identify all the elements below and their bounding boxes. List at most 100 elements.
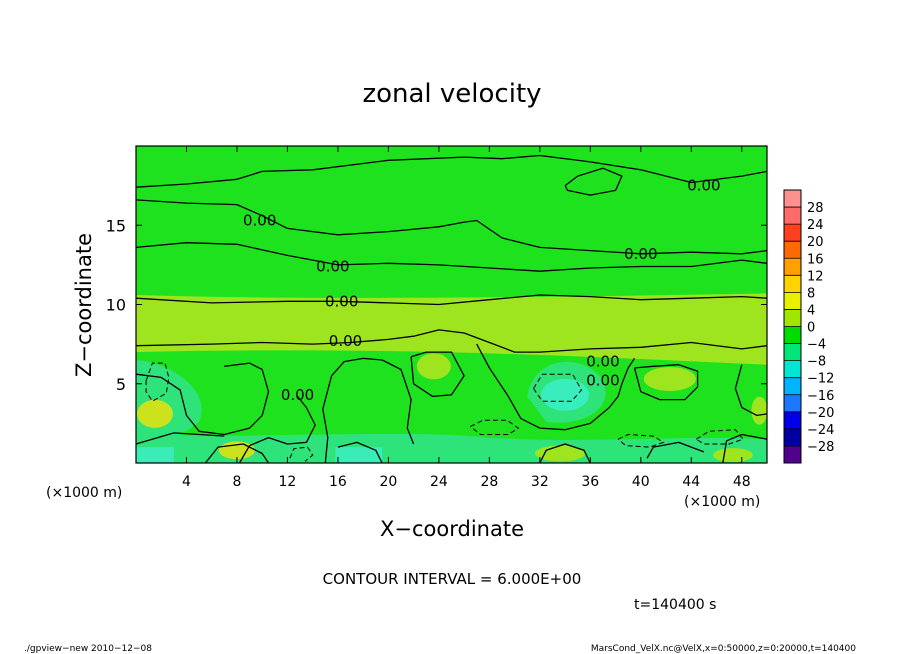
contour-label: 0.00 — [316, 257, 349, 275]
colorbar: 28 24 20 16 12 8 4 0 −4 −8 −12 −16 −20 −24 −28 — [783, 189, 834, 464]
colorbar-swatch — [784, 411, 801, 430]
contour-line — [135, 432, 225, 445]
contour-interval: CONTOUR INTERVAL = 6.000E+00 — [323, 570, 582, 588]
colorbar-swatch — [784, 394, 801, 413]
colorbar-swatch — [784, 292, 801, 310]
contour-line — [722, 433, 768, 464]
y-tick-label: 15 — [106, 216, 126, 235]
colorbar-label: −8 — [807, 355, 826, 370]
colorbar-label: −20 — [807, 406, 834, 421]
y-axis-ticks: 5 10 15 — [106, 216, 767, 394]
colorbar-swatch — [784, 241, 801, 259]
chart-title: zonal velocity — [362, 79, 541, 109]
x-axis-ticks: 4 8 12 16 20 24 28 32 36 40 44 48 — [182, 146, 751, 490]
contour-line — [135, 294, 768, 306]
contour-line — [135, 329, 768, 353]
x-tick-label: 44 — [682, 474, 700, 490]
contour-line — [476, 343, 636, 431]
contour-label: 0.00 — [325, 292, 358, 310]
time-label: t=140400 s — [634, 597, 716, 613]
contour-line-negative — [533, 373, 583, 402]
contour-line-negative — [617, 433, 665, 448]
contour-line-negative — [470, 419, 520, 435]
colorbar-label: 4 — [807, 303, 815, 318]
contour-line — [410, 351, 465, 398]
positive-region — [751, 396, 768, 425]
colorbar-label: −24 — [807, 423, 834, 438]
colorbar-label: −16 — [807, 389, 834, 404]
contour-line — [539, 443, 591, 464]
x-tick-label: 36 — [581, 474, 599, 490]
contour-line — [204, 443, 270, 464]
contour-label: 0.00 — [281, 386, 314, 404]
contour-label: 0.00 — [586, 372, 619, 390]
x-tick-label: 32 — [531, 474, 549, 490]
strong-negative-region — [335, 447, 383, 463]
contour-label: 0.00 — [329, 332, 362, 350]
contour-line — [135, 199, 768, 255]
colorbar-label: 24 — [807, 218, 824, 233]
contour-line — [135, 154, 768, 188]
colorbar-label: 20 — [807, 235, 824, 250]
contour-line — [322, 357, 415, 464]
colorbar-swatch — [784, 309, 801, 327]
positive-band — [136, 293, 767, 365]
colorbar-swatch — [784, 445, 801, 464]
x-tick-label: 12 — [279, 474, 297, 490]
positive-region — [416, 353, 451, 380]
contour-line — [238, 395, 316, 464]
contour-line — [564, 167, 623, 196]
colorbar-label: 12 — [807, 269, 824, 284]
x-unit-left: (×1000 m) — [46, 485, 122, 501]
colorbar-swatch — [784, 224, 801, 242]
positive-region — [712, 448, 753, 463]
contour-line — [734, 364, 768, 417]
contour-line — [646, 441, 705, 459]
contour-line — [337, 441, 383, 464]
contour-label: 0.00 — [586, 353, 619, 371]
colorbar-label: 28 — [807, 201, 824, 216]
y-tick-label: 5 — [116, 375, 126, 394]
contour-line — [633, 364, 699, 401]
footer-right: MarsCond_VelX.nc@VelX,x=0:50000,z=0:2000… — [591, 644, 856, 654]
contour-line-negative — [145, 362, 170, 402]
colorbar-swatch — [784, 190, 801, 208]
contour-labels: 0.000.000.000.000.000.000.000.000.00 — [243, 177, 721, 404]
x-tick-label: 4 — [182, 474, 191, 490]
colorbar-swatch — [784, 428, 801, 447]
x-tick-label: 40 — [632, 474, 650, 490]
x-tick-label: 20 — [379, 474, 397, 490]
x-tick-label: 48 — [733, 474, 751, 490]
negative-bottom-band — [136, 432, 767, 463]
colorbar-label: 16 — [807, 252, 824, 267]
colorbar-label: −4 — [807, 338, 826, 353]
y-tick-label: 10 — [106, 296, 126, 315]
colorbar-label: 0 — [807, 321, 815, 336]
x-tick-label: 24 — [430, 474, 448, 490]
colorbar-swatch — [784, 343, 801, 362]
velocity-field — [136, 146, 768, 463]
colorbar-label: −12 — [807, 372, 834, 387]
contour-line — [135, 362, 270, 436]
colorbar-swatch — [784, 207, 801, 225]
strong-positive-region — [218, 441, 255, 460]
strong-negative-region — [136, 447, 174, 463]
x-tick-label: 28 — [480, 474, 498, 490]
contour-label: 0.00 — [687, 177, 720, 195]
positive-region — [643, 366, 696, 391]
contour-line — [135, 242, 768, 272]
contour-lines — [135, 154, 768, 464]
colorbar-swatch — [784, 360, 801, 379]
contour-line-negative — [289, 446, 314, 462]
colorbar-swatch — [784, 275, 801, 293]
x-axis-label: X−coordinate — [380, 517, 524, 541]
x-tick-label: 8 — [232, 474, 241, 490]
colorbar-swatch — [784, 326, 801, 344]
colorbar-label: 8 — [807, 286, 815, 301]
colorbar-swatch — [784, 377, 801, 396]
strong-negative-region — [541, 378, 590, 411]
x-unit-right: (×1000 m) — [684, 494, 760, 510]
y-axis-label: Z−coordinate — [72, 233, 96, 377]
contour-label: 0.00 — [624, 245, 657, 263]
